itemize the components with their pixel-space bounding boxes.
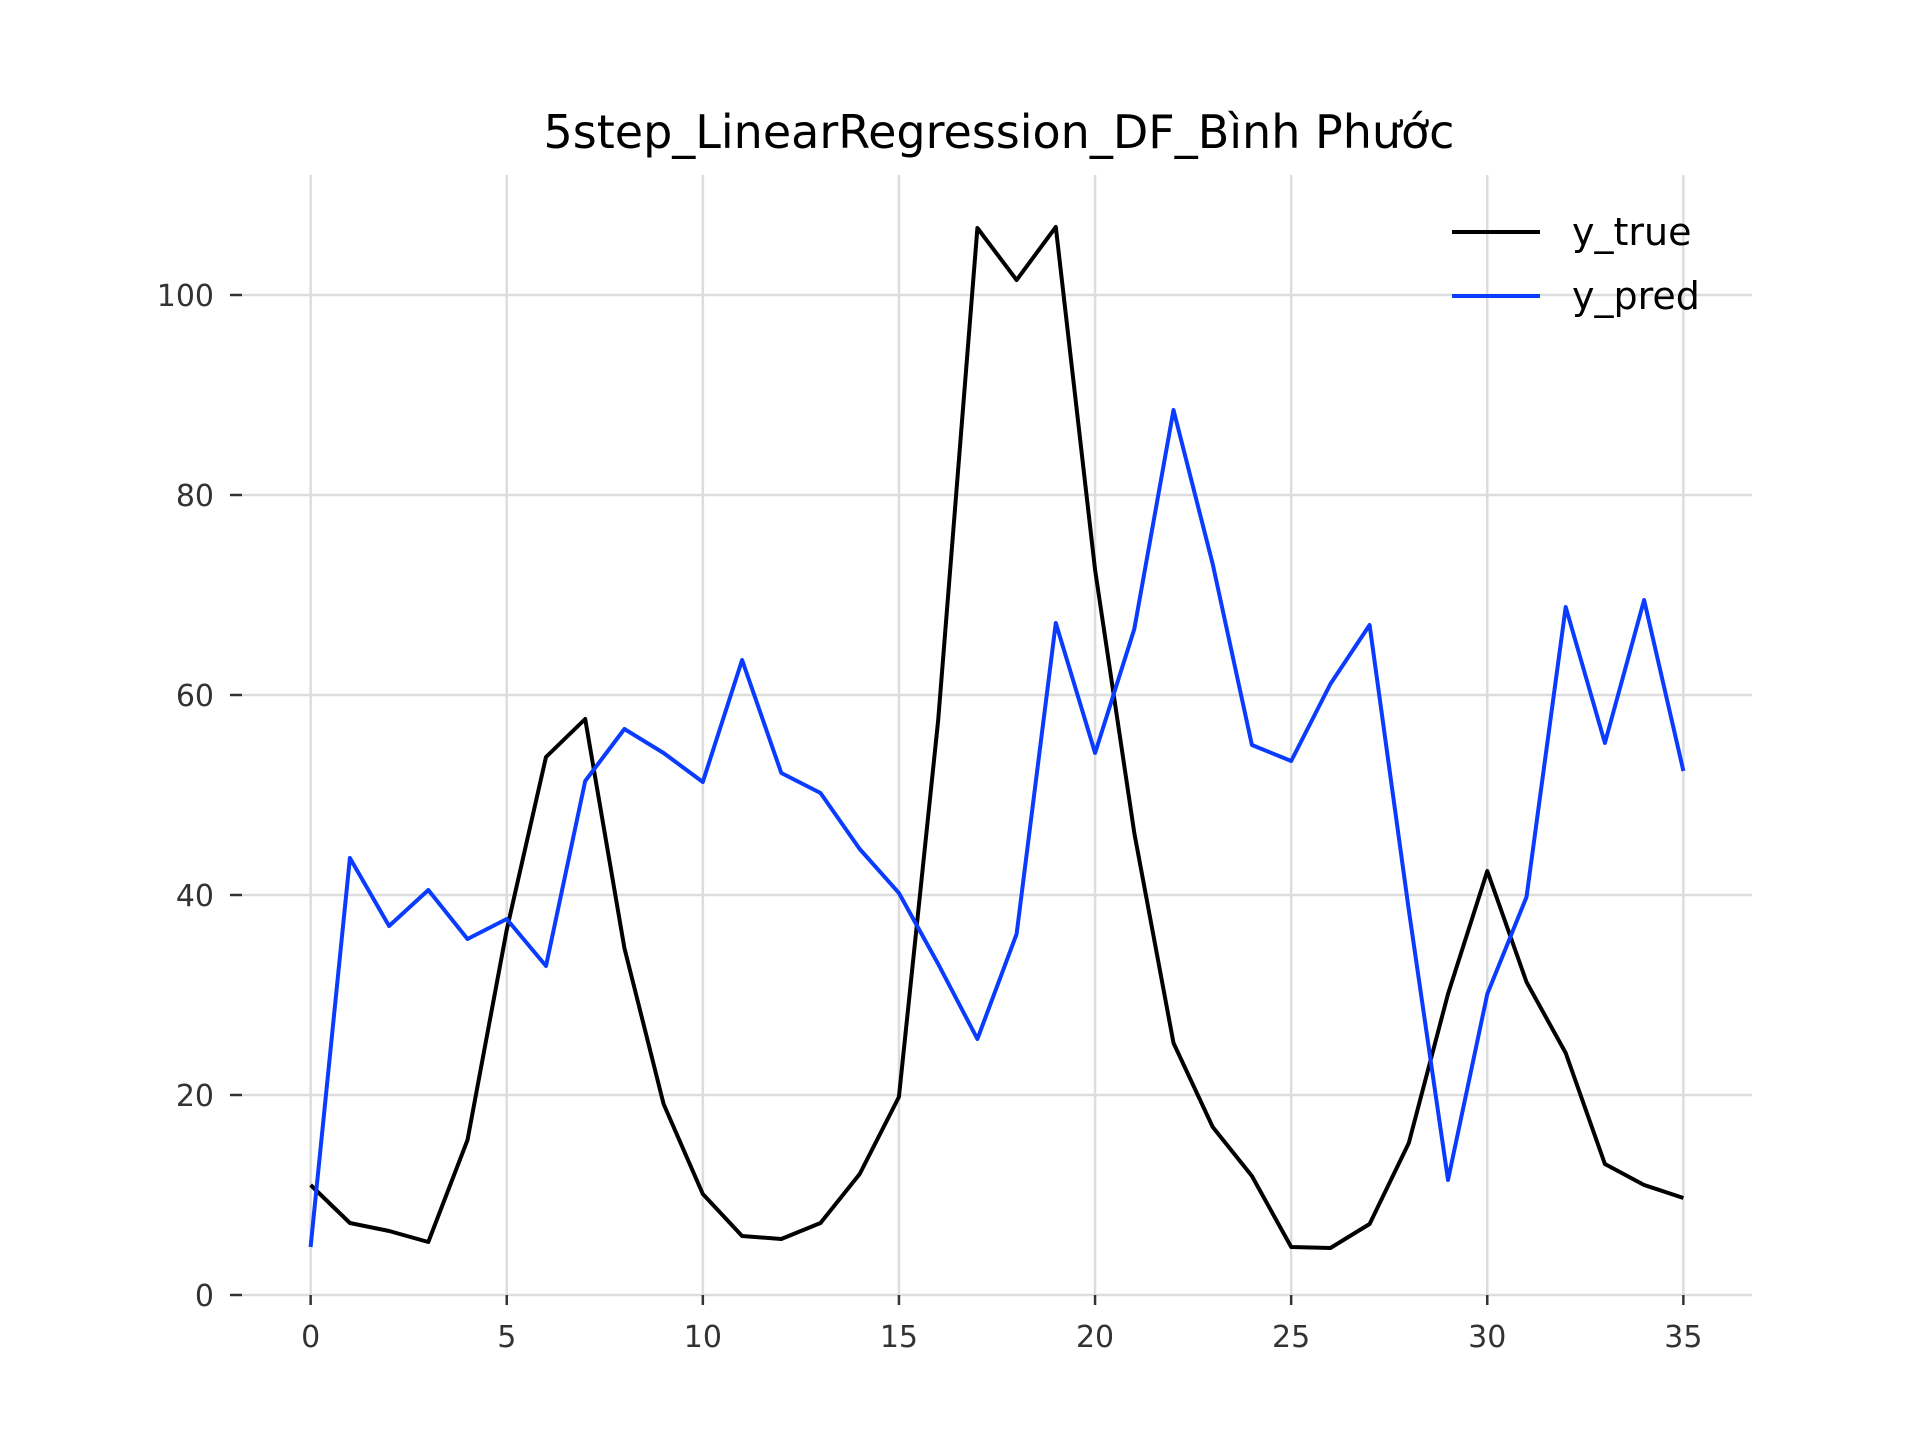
series-line-y-pred: [308, 408, 1686, 1248]
x-tick-label: 15: [880, 1320, 918, 1355]
y-tick-label: 20: [176, 1079, 214, 1114]
series-line-y-true: [309, 225, 1685, 1250]
y-tick-label: 0: [195, 1279, 214, 1314]
x-tick-label: 25: [1272, 1320, 1310, 1355]
y-tick-label: 80: [176, 479, 214, 514]
y-tick-label: 40: [176, 879, 214, 914]
x-tick-label: 0: [301, 1320, 320, 1355]
series-lines: [308, 225, 1686, 1250]
x-tick-label: 30: [1468, 1320, 1506, 1355]
x-tick-label: 20: [1076, 1320, 1114, 1355]
legend: y_true y_pred: [1452, 210, 1700, 318]
legend-label-y-pred: y_pred: [1572, 274, 1700, 318]
y-tick-label: 60: [176, 679, 214, 714]
chart-title: 5step_LinearRegression_DF_Bình Phước: [544, 105, 1455, 159]
y-tick-label: 100: [157, 279, 214, 314]
legend-label-y-true: y_true: [1572, 210, 1691, 254]
x-tick-label: 35: [1664, 1320, 1702, 1355]
axis-ticks: 0 5 10 15 20 25 30 35 0 20 40 60 80 100: [157, 279, 1703, 1355]
x-tick-label: 5: [497, 1320, 516, 1355]
x-tick-label: 10: [684, 1320, 722, 1355]
